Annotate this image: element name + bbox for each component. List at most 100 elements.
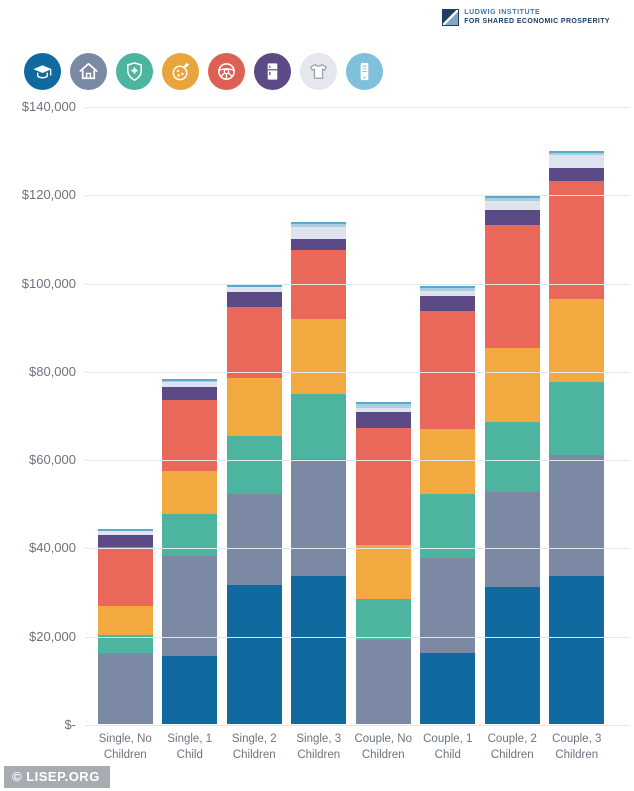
bar-column	[351, 107, 416, 724]
segment-healthcare	[484, 422, 540, 493]
gridline-100000	[85, 283, 630, 285]
x-axis-label: Single, No Children	[98, 733, 152, 761]
x-axis-label: Couple, 1 Child	[423, 733, 473, 761]
segment-clothing	[549, 154, 605, 168]
gridline-140000	[85, 107, 630, 108]
gridline-80000	[85, 371, 630, 373]
segment-transportation	[291, 249, 347, 320]
segment-transportation	[226, 307, 282, 378]
segment-education	[162, 655, 218, 724]
segment-transportation	[420, 310, 476, 430]
segment-clothing	[484, 200, 540, 211]
segment-household	[549, 167, 605, 182]
segment-housing	[549, 454, 605, 577]
segment-healthcare	[97, 634, 153, 654]
gridline-120000	[85, 195, 630, 197]
segment-household	[162, 387, 218, 400]
y-tick-label: $120,000	[21, 187, 76, 203]
segment-education	[226, 584, 282, 724]
segment-food	[97, 605, 153, 635]
segment-housing	[355, 640, 411, 724]
segment-food	[484, 347, 540, 423]
segment-food	[420, 429, 476, 495]
segment-clothing	[355, 407, 411, 412]
segment-technology	[549, 150, 605, 155]
bar-7	[484, 196, 540, 724]
gridline-60000	[85, 460, 630, 462]
segment-food	[226, 377, 282, 437]
segment-technology	[484, 196, 540, 201]
x-axis-label: Couple, No Children	[354, 733, 413, 761]
y-tick-label: $40,000	[29, 540, 76, 556]
segment-clothing	[291, 226, 347, 239]
segment-technology	[162, 378, 218, 382]
y-tick-label: $20,000	[29, 628, 76, 644]
segment-healthcare	[162, 514, 218, 557]
lisep-logo-text: LUDWIG INSTITUTE FOR SHARED ECONOMIC PRO…	[464, 9, 610, 27]
segment-education	[484, 587, 540, 724]
bars-row	[93, 107, 609, 724]
bar-column	[158, 107, 223, 724]
bar-5	[355, 401, 411, 724]
segment-food	[291, 319, 347, 395]
segment-clothing	[162, 381, 218, 388]
segment-technology	[291, 221, 347, 227]
bar-4	[291, 221, 347, 724]
t-shirt-icon	[300, 53, 337, 90]
steering-wheel-icon	[208, 53, 245, 90]
segment-housing	[162, 556, 218, 656]
segment-household	[355, 411, 411, 428]
segment-household	[291, 238, 347, 250]
bar-column	[545, 107, 610, 724]
bar-column	[480, 107, 545, 724]
segment-transportation	[355, 427, 411, 546]
bar-6	[420, 286, 476, 724]
logo-line1: LUDWIG INSTITUTE	[464, 9, 541, 16]
segment-clothing	[226, 287, 282, 293]
segment-housing	[291, 459, 347, 577]
segment-technology	[420, 286, 476, 292]
bar-column	[416, 107, 481, 724]
gridline-40000	[85, 548, 630, 550]
lisep-logo-icon	[442, 9, 460, 27]
y-tick-label: $100,000	[21, 275, 76, 291]
segment-household	[226, 292, 282, 308]
segment-healthcare	[549, 382, 605, 455]
y-tick-label: $140,000	[21, 99, 76, 114]
logo-line2: FOR SHARED ECONOMIC PROSPERITY	[464, 17, 610, 25]
segment-healthcare	[226, 436, 282, 495]
segment-household	[420, 295, 476, 311]
y-tick-label: $80,000	[29, 363, 76, 379]
segment-healthcare	[291, 394, 347, 460]
segment-household	[484, 210, 540, 226]
stacked-bar-chart: Single, No Children Single, 1 Child Single…	[22, 99, 630, 761]
segment-clothing	[97, 531, 153, 536]
gridline-0	[85, 725, 630, 726]
category-legend-icons	[24, 53, 383, 90]
segment-housing	[97, 653, 153, 724]
segment-clothing	[420, 291, 476, 296]
x-axis-label: Single, 3 Children	[296, 733, 342, 761]
segment-healthcare	[355, 598, 411, 641]
bar-column	[93, 107, 158, 724]
x-axis-label: Single, 2 Children	[231, 733, 277, 761]
segment-healthcare	[420, 494, 476, 558]
graduation-cap-icon	[24, 53, 61, 90]
bar-1	[97, 529, 153, 724]
shield-cross-icon	[116, 53, 153, 90]
segment-food	[549, 299, 605, 383]
bar-3	[226, 284, 282, 724]
x-axis-labels: Single, No Children Single, 1 Child Single…	[93, 732, 609, 763]
food-plate-icon	[162, 53, 199, 90]
segment-technology	[355, 401, 411, 408]
gridline-20000	[85, 636, 630, 638]
segment-transportation	[162, 399, 218, 472]
mobile-phone-icon	[346, 53, 383, 90]
y-tick-label: $-	[64, 717, 76, 732]
segment-transportation	[97, 546, 153, 606]
segment-household	[97, 535, 153, 547]
bar-8	[549, 150, 605, 724]
segment-education	[420, 652, 476, 724]
bar-column	[287, 107, 352, 724]
